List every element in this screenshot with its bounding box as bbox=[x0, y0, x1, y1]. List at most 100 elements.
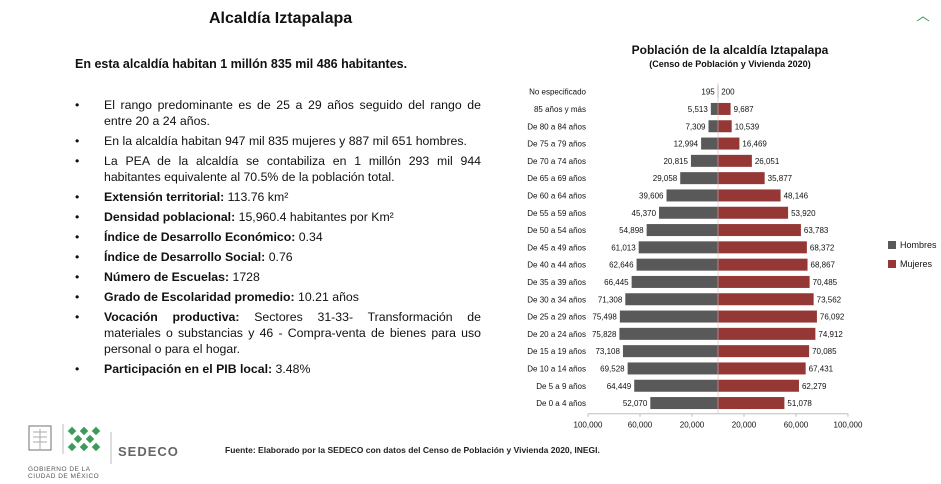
bullet-icon: • bbox=[75, 270, 80, 284]
bullet-label: Grado de Escolaridad promedio: bbox=[104, 290, 295, 304]
population-pyramid-chart: No especificado 195 200 85 años y más 5,513 9… bbox=[527, 83, 863, 430]
data-label-mujeres: 35,877 bbox=[768, 174, 793, 183]
data-label-hombres: 29,058 bbox=[653, 174, 678, 183]
bar-mujeres bbox=[718, 275, 810, 288]
category-label: De 40 a 44 años bbox=[527, 261, 586, 270]
bar-mujeres bbox=[718, 172, 765, 185]
bar-mujeres bbox=[718, 379, 799, 392]
bar-mujeres bbox=[718, 241, 807, 254]
category-label: De 10 a 14 años bbox=[527, 364, 586, 373]
bullet-label: Índice de Desarrollo Social: bbox=[104, 250, 266, 264]
page-title: Alcaldía Iztapalapa bbox=[209, 10, 353, 27]
bullet-text: La PEA de la alcaldía se contabiliza en … bbox=[104, 154, 481, 184]
bullet-text: 3.48% bbox=[272, 362, 311, 376]
bullet-icon: • bbox=[75, 98, 80, 112]
bullet-icon: • bbox=[75, 230, 80, 244]
bar-hombres bbox=[666, 189, 718, 202]
data-label-mujeres: 53,920 bbox=[791, 209, 816, 218]
data-label-mujeres: 70,085 bbox=[812, 347, 837, 356]
legend-label-mujeres: Mujeres bbox=[900, 259, 933, 269]
bullet-item: • En la alcaldía habitan 947 mil 835 muje… bbox=[75, 133, 481, 149]
category-label: De 5 a 9 años bbox=[536, 382, 586, 391]
x-tick-label: 60,000 bbox=[784, 421, 809, 430]
bullet-text: En la alcaldía habitan 947 mil 835 mujer… bbox=[104, 134, 467, 148]
bar-mujeres bbox=[718, 345, 810, 358]
data-label-hombres: 20,815 bbox=[663, 157, 688, 166]
data-label-hombres: 7,309 bbox=[685, 122, 706, 131]
cdmx-logo bbox=[28, 424, 112, 464]
x-tick-label: 100,000 bbox=[574, 421, 603, 430]
legend-swatch-hombres bbox=[888, 241, 896, 249]
data-label-mujeres: 48,146 bbox=[784, 191, 809, 200]
bullet-item: • La PEA de la alcaldía se contabiliza en… bbox=[75, 153, 481, 185]
data-label-mujeres: 68,867 bbox=[811, 261, 836, 270]
bullet-text: 0.34 bbox=[295, 230, 323, 244]
chart-title: Población de la alcaldía Iztapalapa bbox=[631, 43, 829, 57]
bar-mujeres bbox=[718, 327, 816, 340]
data-label-hombres: 45,370 bbox=[632, 209, 657, 218]
bullet-label: Extensión territorial: bbox=[104, 190, 225, 204]
data-label-mujeres: 10,539 bbox=[735, 122, 760, 131]
data-label-hombres: 75,498 bbox=[592, 313, 617, 322]
bar-mujeres bbox=[718, 397, 785, 410]
logo-caption: GOBIERNO DE LA CIUDAD DE MÉXICO bbox=[28, 466, 99, 480]
bar-mujeres bbox=[718, 137, 740, 150]
bar-hombres bbox=[625, 293, 718, 306]
chart-subtitle: (Censo de Población y Vivienda 2020) bbox=[649, 59, 811, 69]
data-label-hombres: 75,828 bbox=[592, 330, 617, 339]
data-label-mujeres: 63,783 bbox=[804, 226, 829, 235]
bullet-text: 0.76 bbox=[265, 250, 293, 264]
data-label-mujeres: 62,279 bbox=[802, 382, 827, 391]
bullet-label: Número de Escuelas: bbox=[104, 270, 230, 284]
data-label-hombres: 69,528 bbox=[600, 364, 625, 373]
bullet-text: El rango predominante es de 25 a 29 años… bbox=[104, 98, 481, 128]
bar-mujeres bbox=[718, 189, 781, 202]
bullet-text: 10.21 años bbox=[294, 290, 359, 304]
bar-hombres bbox=[634, 379, 718, 392]
source-note: Fuente: Elaborado por la SEDECO con dato… bbox=[225, 445, 600, 455]
bar-hombres bbox=[690, 154, 718, 167]
bar-mujeres bbox=[718, 224, 801, 237]
data-label-hombres: 73,108 bbox=[595, 347, 620, 356]
category-label: No especificado bbox=[529, 88, 586, 97]
legend-swatch-mujeres bbox=[888, 260, 896, 268]
bullet-text: 113.76 km² bbox=[224, 190, 289, 204]
bar-hombres bbox=[650, 397, 718, 410]
data-label-hombres: 71,308 bbox=[598, 295, 623, 304]
data-label-mujeres: 70,485 bbox=[813, 278, 838, 287]
data-label-mujeres: 74,912 bbox=[818, 330, 843, 339]
bar-mujeres bbox=[718, 293, 814, 306]
category-label: De 60 a 64 años bbox=[527, 191, 586, 200]
data-label-mujeres: 73,562 bbox=[817, 295, 842, 304]
data-label-mujeres: 9,687 bbox=[734, 105, 755, 114]
bar-mujeres bbox=[718, 310, 817, 323]
legend-item-mujeres: Mujeres bbox=[888, 259, 937, 269]
data-label-hombres: 12,994 bbox=[674, 140, 699, 149]
data-label-hombres: 62,646 bbox=[609, 261, 634, 270]
category-label: De 45 a 49 años bbox=[527, 243, 586, 252]
category-label: De 55 a 59 años bbox=[527, 209, 586, 218]
bullet-text: Sectores 31-33- Transformación de materi… bbox=[104, 310, 481, 356]
bar-hombres bbox=[646, 224, 718, 237]
bullet-icon: • bbox=[75, 154, 80, 168]
bar-hombres bbox=[708, 120, 718, 133]
bar-hombres bbox=[619, 310, 718, 323]
bullet-label: Densidad poblacional: bbox=[104, 210, 236, 224]
bar-mujeres bbox=[718, 102, 731, 115]
legend-label-hombres: Hombres bbox=[900, 240, 937, 250]
bullet-icon: • bbox=[75, 290, 80, 304]
data-label-hombres: 64,449 bbox=[607, 382, 632, 391]
x-tick-label: 100,000 bbox=[834, 421, 863, 430]
bullet-item: • Extensión territorial: 113.76 km² bbox=[75, 189, 481, 205]
x-tick-label: 60,000 bbox=[628, 421, 653, 430]
intro-text: En esta alcaldía habitan 1 millón 835 mi… bbox=[75, 57, 408, 71]
bar-hombres bbox=[622, 345, 718, 358]
data-label-hombres: 5,513 bbox=[688, 105, 709, 114]
category-label: De 75 a 79 años bbox=[527, 140, 586, 149]
category-label: De 70 a 74 años bbox=[527, 157, 586, 166]
legend-item-hombres: Hombres bbox=[888, 240, 937, 250]
bar-hombres bbox=[638, 241, 718, 254]
corner-decoration-icon bbox=[915, 10, 931, 22]
category-label: De 50 a 54 años bbox=[527, 226, 586, 235]
data-label-mujeres: 76,092 bbox=[820, 313, 845, 322]
